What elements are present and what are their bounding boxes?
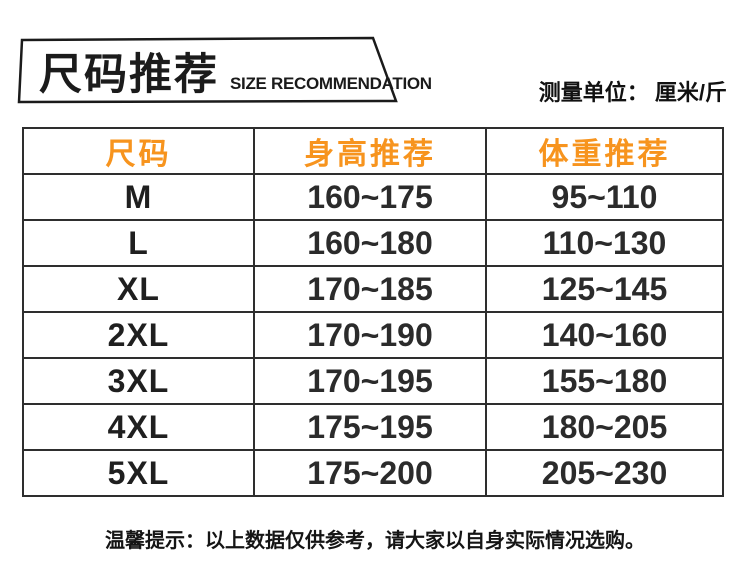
weight-cell: 155~180 bbox=[485, 357, 724, 405]
height-cell: 160~175 bbox=[253, 173, 487, 221]
size-cell: 5XL bbox=[22, 449, 255, 497]
weight-cell: 125~145 bbox=[485, 265, 724, 313]
banner-text: 尺码推荐 SIZE RECOMMENDATION bbox=[39, 54, 432, 97]
page-subtitle: SIZE RECOMMENDATION bbox=[230, 74, 432, 93]
table-row: 2XL 170~190 140~160 bbox=[22, 311, 724, 359]
page-title: 尺码推荐 bbox=[39, 51, 219, 99]
weight-cell: 95~110 bbox=[485, 173, 724, 221]
size-recommendation-banner: 尺码推荐 SIZE RECOMMENDATION bbox=[12, 30, 432, 106]
height-cell: 170~190 bbox=[253, 311, 487, 359]
size-cell: XL bbox=[22, 265, 255, 313]
weight-cell: 140~160 bbox=[485, 311, 724, 359]
size-chart-table: 尺码 身高推荐 体重推荐 M 160~175 95~110 L 160~180 … bbox=[22, 127, 724, 497]
footer-tip-note: 温馨提示：以上数据仅供参考，请大家以自身实际情况选购。 bbox=[105, 530, 645, 552]
table-row: M 160~175 95~110 bbox=[22, 173, 724, 221]
weight-cell: 180~205 bbox=[485, 403, 724, 451]
size-cell: 2XL bbox=[22, 311, 255, 359]
size-cell: M bbox=[22, 173, 255, 221]
measurement-unit-note: 测量单位： 厘米/斤 bbox=[538, 80, 727, 105]
column-header-height: 身高推荐 bbox=[253, 127, 487, 175]
weight-cell: 110~130 bbox=[485, 219, 724, 267]
table-header-row: 尺码 身高推荐 体重推荐 bbox=[22, 127, 724, 175]
height-cell: 170~185 bbox=[253, 265, 487, 313]
table-row: 3XL 170~195 155~180 bbox=[22, 357, 724, 405]
height-cell: 170~195 bbox=[253, 357, 487, 405]
height-cell: 175~200 bbox=[253, 449, 487, 497]
table-row: XL 170~185 125~145 bbox=[22, 265, 724, 313]
column-header-size: 尺码 bbox=[22, 127, 255, 175]
weight-cell: 205~230 bbox=[485, 449, 724, 497]
size-cell: 4XL bbox=[22, 403, 255, 451]
table-row: L 160~180 110~130 bbox=[22, 219, 724, 267]
column-header-weight: 体重推荐 bbox=[485, 127, 724, 175]
size-cell: 3XL bbox=[22, 357, 255, 405]
height-cell: 175~195 bbox=[253, 403, 487, 451]
height-cell: 160~180 bbox=[253, 219, 487, 267]
size-cell: L bbox=[22, 219, 255, 267]
table-row: 4XL 175~195 180~205 bbox=[22, 403, 724, 451]
banner-outline-shape bbox=[17, 36, 398, 104]
table-row: 5XL 175~200 205~230 bbox=[22, 449, 724, 497]
